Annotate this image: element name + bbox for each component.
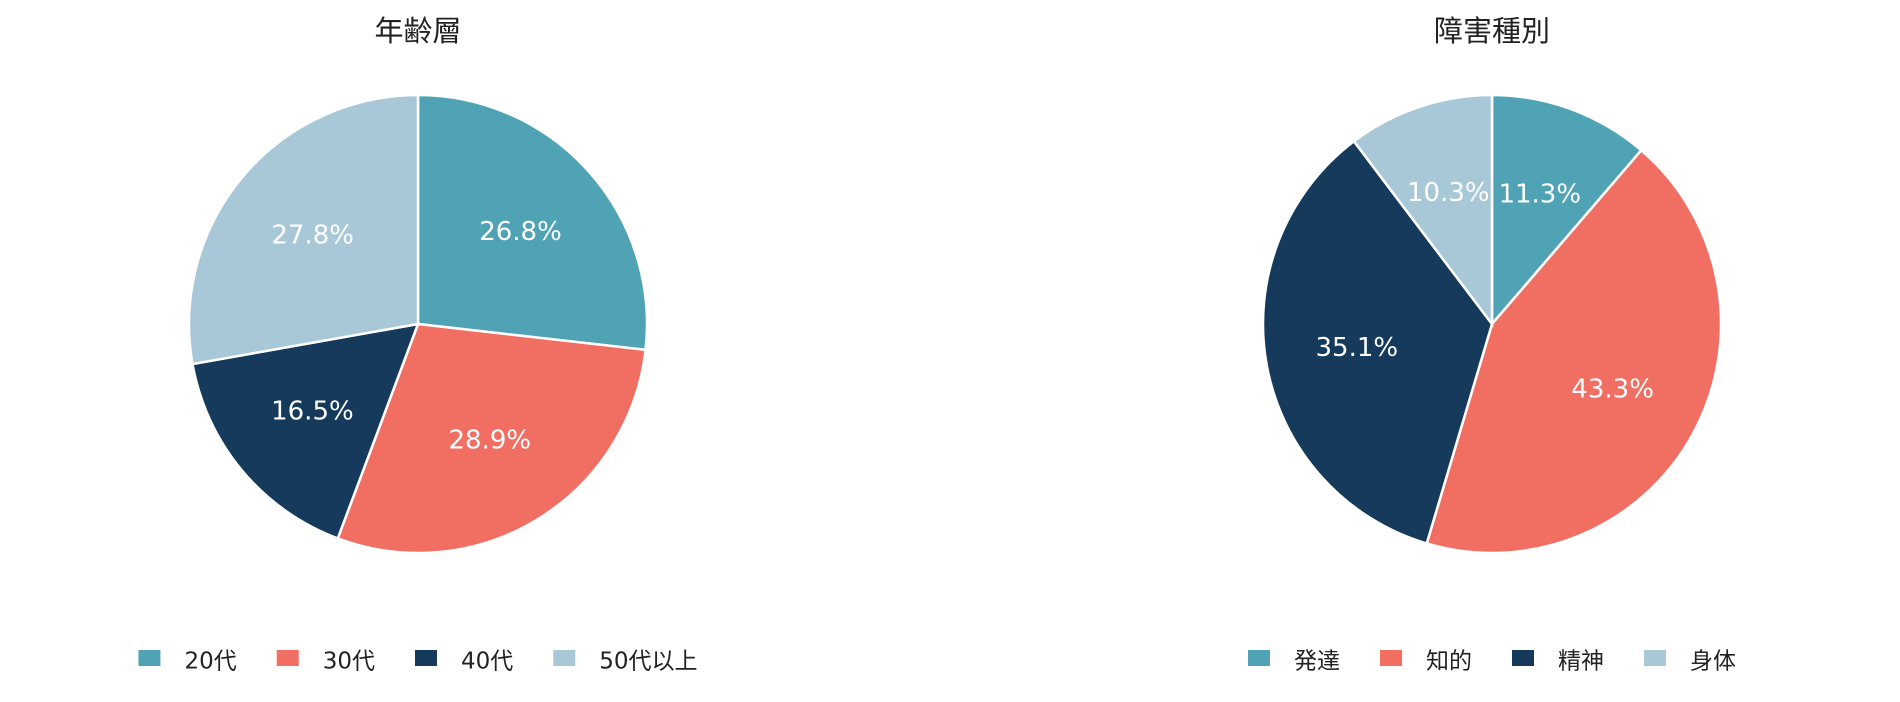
value-label: 35.1% [1315,333,1398,363]
legend-label: 40代 [461,649,513,675]
legend-swatch [1512,650,1534,666]
legend-swatch [553,650,576,666]
pie-slice [336,322,647,555]
chart-title: 障害種別 [1434,14,1550,48]
legend-label: 身体 [1690,649,1736,675]
value-label: 28.9% [448,426,531,456]
pie-slice [1425,148,1723,555]
legend-label: 発達 [1294,649,1340,675]
legend-swatch [276,650,299,666]
legend-swatch [138,650,161,666]
pie-slice [1490,93,1644,328]
legend-swatch [415,650,437,666]
legend-label: 20代 [184,649,236,675]
value-label: 43.3% [1571,374,1654,404]
pie-slice [1352,93,1494,328]
legend-label: 50代以上 [599,649,697,675]
value-label: 10.3% [1407,178,1490,208]
legend-label: 知的 [1426,649,1472,675]
legend-label: 精神 [1558,649,1604,675]
value-label: 16.5% [271,396,354,426]
legend-swatch [1380,650,1402,666]
value-label: 27.8% [271,220,354,250]
chart-title: 年齢層 [374,14,461,48]
value-label: 26.8% [479,217,562,247]
pie-slice [1261,139,1494,546]
legend-swatch [1644,650,1666,666]
pie-slice [187,93,420,366]
pie-slice [191,322,420,541]
value-label: 11.3% [1498,180,1581,210]
pie-slice [416,93,649,352]
legend-swatch [1248,650,1270,666]
legend-label: 30代 [323,649,375,675]
